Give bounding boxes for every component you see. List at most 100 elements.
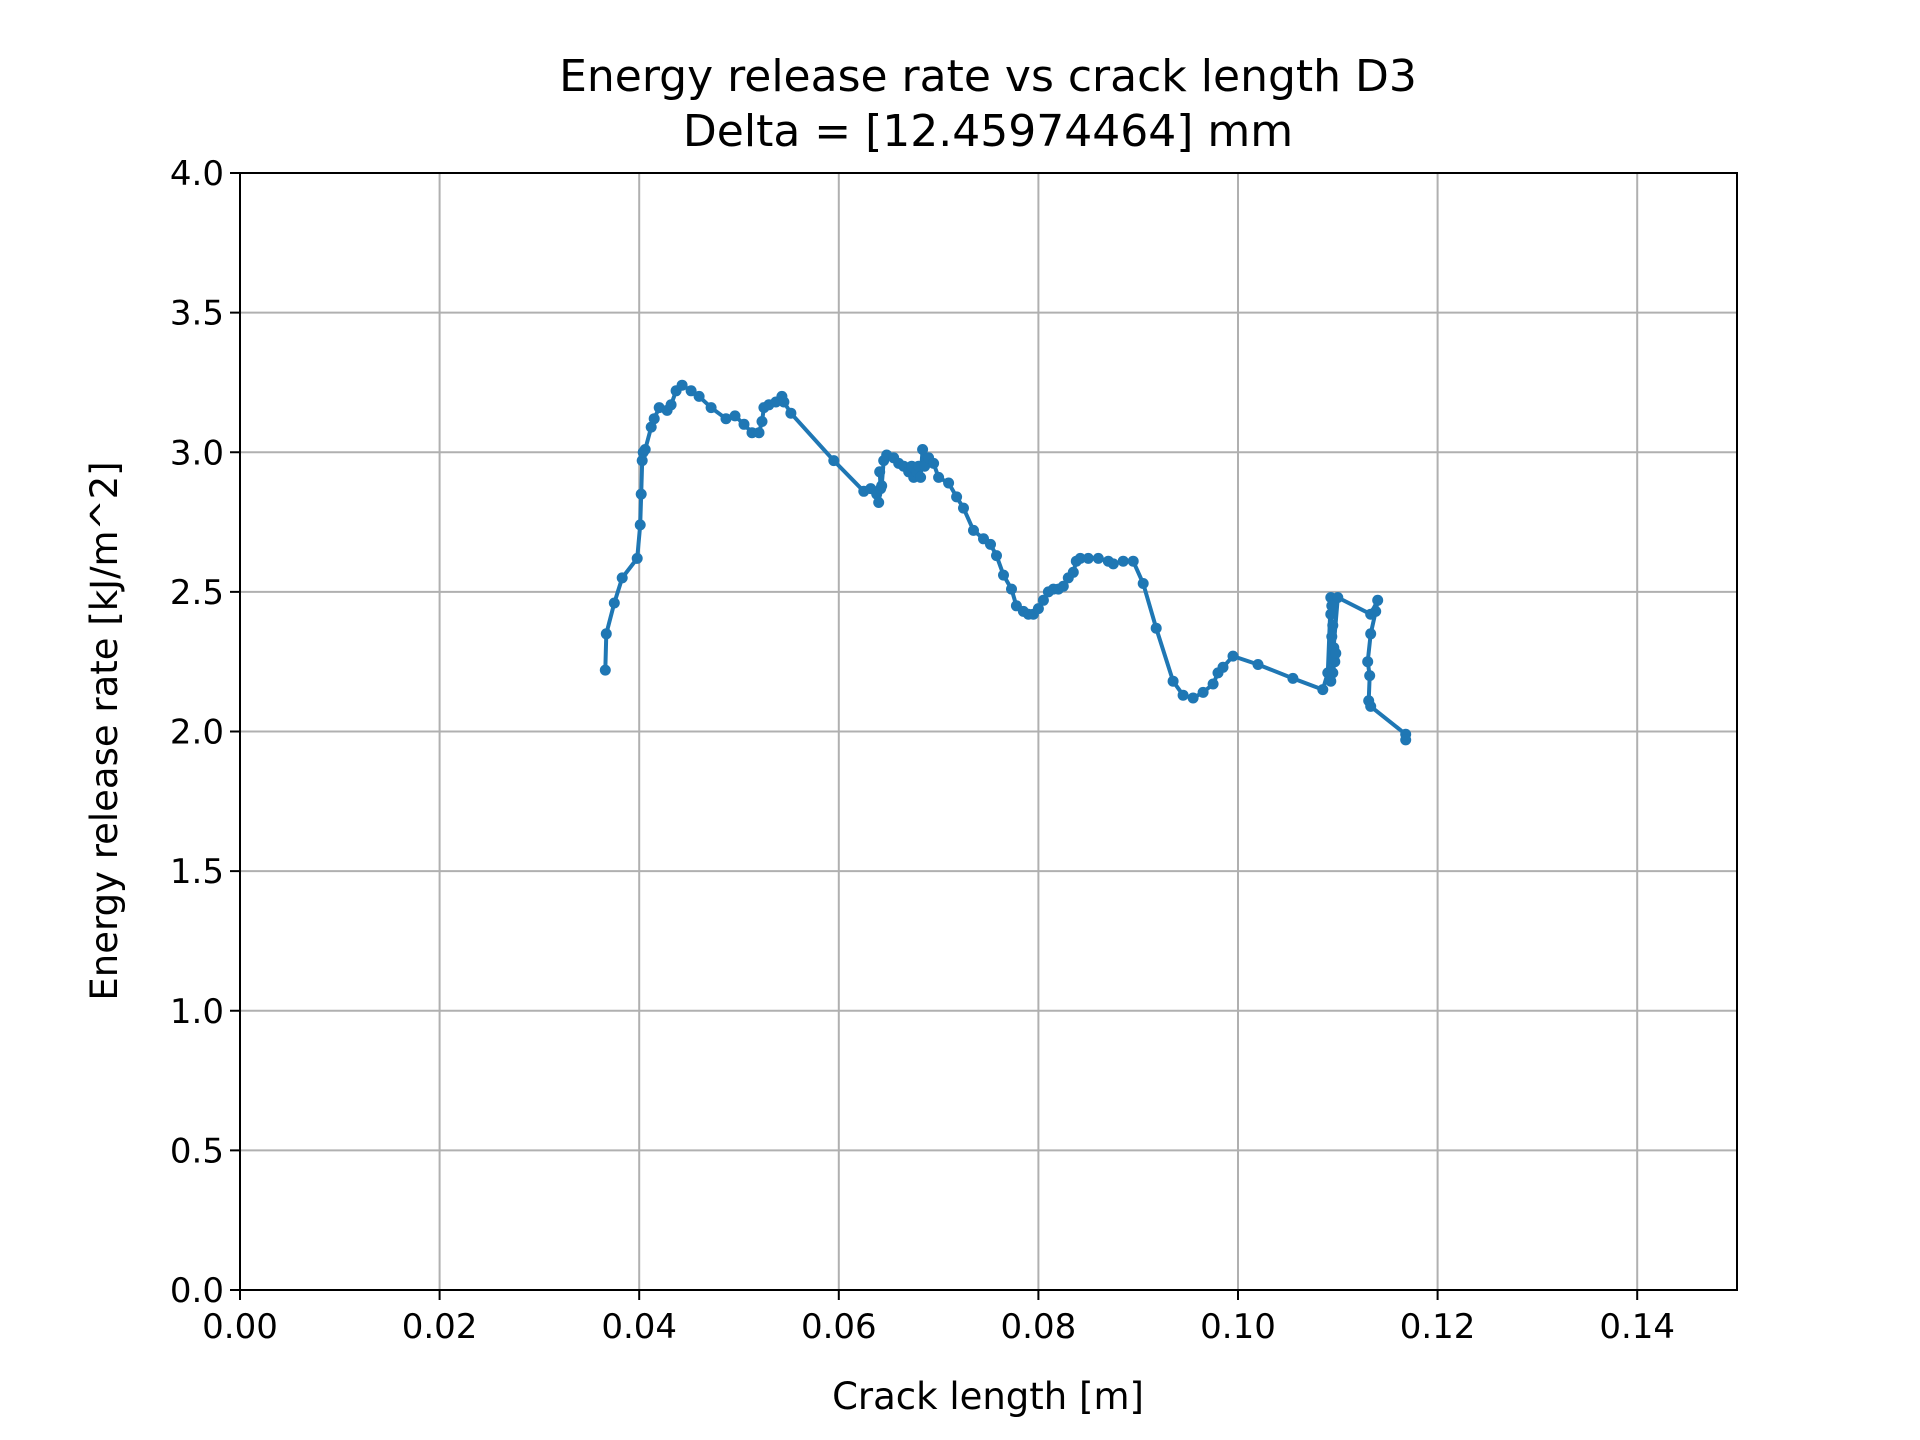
data-point [1362,656,1374,668]
data-point [720,413,732,425]
data-point [998,569,1009,581]
data-point [1107,558,1119,570]
x-tick-label: 0.00 [202,1307,278,1347]
data-point [1330,647,1342,659]
data-point [1332,592,1344,603]
data-point [1365,700,1377,712]
data-point [1137,578,1149,589]
data-point [635,488,647,500]
data-point [1074,552,1086,564]
data-point [1325,675,1337,687]
data-point [600,628,612,640]
data-point [1400,734,1412,746]
data-point [1006,583,1017,595]
data-point [753,427,765,439]
data-point [1364,670,1376,682]
data-point [645,421,657,433]
data-point [738,418,750,430]
data-point [1207,678,1219,690]
data-point [1370,605,1382,617]
data-point [958,502,969,514]
x-tick-label: 0.12 [1400,1307,1476,1347]
data-point [968,524,979,536]
data-point [1057,580,1069,592]
y-tick-label: 3.5 [170,294,224,334]
data-point [928,457,940,469]
data-point [1325,608,1337,620]
data-point [917,444,929,455]
y-tick-label: 4.0 [170,154,224,194]
data-point [1227,650,1239,662]
data-point [685,385,697,397]
data-point [1127,555,1139,567]
data-point [1067,566,1079,578]
data-point [1032,603,1044,615]
x-tick-label: 0.04 [601,1307,677,1347]
data-point [933,471,945,483]
data-point [951,491,963,503]
data-point [1317,684,1329,696]
data-point [1177,689,1189,701]
data-point [876,480,888,492]
x-axis-label: Crack length [m] [832,1375,1144,1418]
data-point [785,407,797,419]
data-point [873,497,885,508]
data-point [1326,600,1338,612]
data-point [1327,619,1339,631]
x-tick-label: 0.06 [801,1307,877,1347]
data-point [665,399,677,411]
data-point [1217,661,1229,673]
x-tick-label: 0.02 [402,1307,478,1347]
data-point [1197,686,1209,698]
y-tick-label: 1.0 [170,992,224,1032]
data-point [648,413,660,425]
data-point [915,471,927,483]
data-point [1187,692,1199,704]
data-point [636,455,648,467]
y-tick-label: 0.5 [170,1131,224,1171]
data-point [1150,622,1162,634]
y-tick-label: 1.5 [170,852,224,892]
data-point [705,402,717,414]
data-point [874,466,886,478]
y-axis-label: Energy release rate [kJ/m^2] [83,461,126,1000]
x-tick-label: 0.14 [1599,1307,1675,1347]
data-point [1326,631,1338,643]
y-tick-label: 2.0 [170,713,224,753]
data-point [985,538,996,550]
data-point [608,597,620,609]
x-tick-label: 0.10 [1200,1307,1276,1347]
data-point [631,552,643,564]
data-point [991,550,1002,562]
x-tick-label: 0.08 [1001,1307,1077,1347]
y-tick-label: 2.5 [170,573,224,613]
data-point [1092,552,1104,564]
data-point [693,390,705,402]
data-point [1167,675,1179,687]
data-point [778,396,790,408]
data-point [599,664,611,676]
axis-ticks: 0.00 0.02 0.04 0.06 0.08 0.10 0.12 0.14 0.0 0.5 1.… [170,154,1675,1347]
data-point [1372,594,1384,606]
series-layer [599,379,1412,746]
data-point [1365,628,1377,640]
data-point [919,460,931,472]
chart-title: Energy release rate vs crack length D3 [559,51,1417,102]
data-point [1287,672,1299,684]
data-point [1252,659,1264,670]
data-point [676,379,688,391]
data-point [1117,555,1129,567]
chart-subtitle: Delta = [12.45974464] mm [683,106,1293,157]
data-point [639,444,651,455]
data-point [828,455,840,467]
data-point [1082,552,1094,564]
data-point [943,477,955,489]
data-point [1327,667,1339,679]
data-point [756,416,768,427]
data-point [634,519,646,531]
y-tick-label: 3.0 [170,433,224,473]
data-point [729,410,741,422]
data-point [616,572,628,584]
